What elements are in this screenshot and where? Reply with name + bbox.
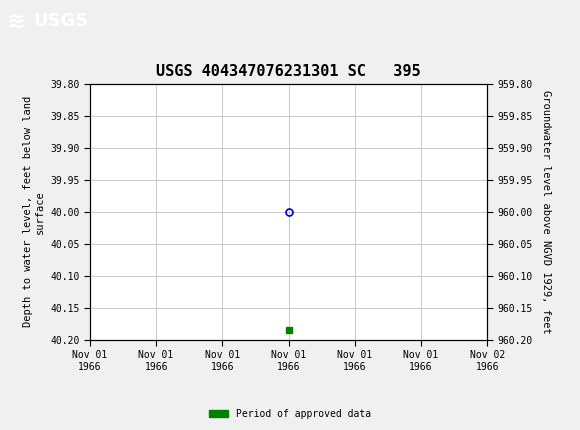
Text: USGS: USGS — [34, 12, 89, 31]
Y-axis label: Groundwater level above NGVD 1929, feet: Groundwater level above NGVD 1929, feet — [541, 90, 551, 334]
Legend: Period of approved data: Period of approved data — [205, 405, 375, 423]
Title: USGS 404347076231301 SC   395: USGS 404347076231301 SC 395 — [156, 64, 421, 79]
Y-axis label: Depth to water level, feet below land
surface: Depth to water level, feet below land su… — [23, 96, 45, 327]
Text: ≋: ≋ — [7, 12, 26, 31]
